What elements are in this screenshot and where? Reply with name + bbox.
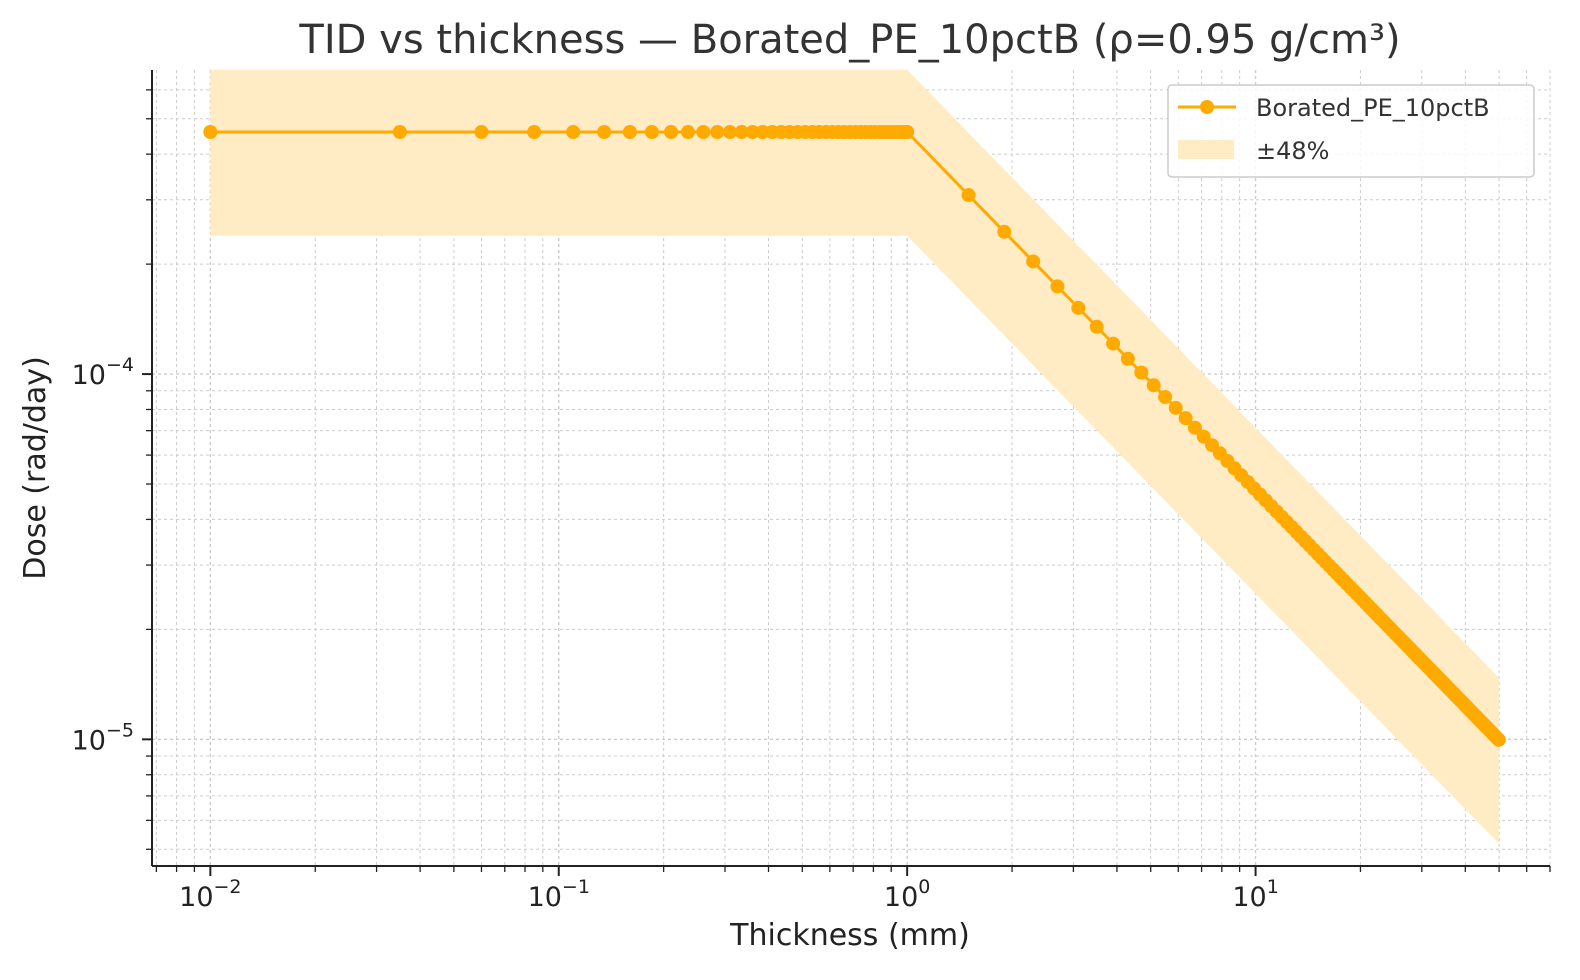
data-point [597, 125, 612, 139]
data-point [1491, 732, 1506, 747]
legend-frame [1167, 84, 1535, 178]
data-point [1071, 300, 1086, 315]
y-tick-label: 10−4 [72, 354, 134, 391]
ticks: 10−2 10−1 100 101 10−4 10−5 [72, 89, 1551, 913]
data-point [696, 125, 711, 139]
y-tick-label: 10−5 [72, 719, 134, 756]
data-point [1089, 319, 1104, 334]
data-point [1106, 336, 1121, 351]
data-point [1187, 420, 1202, 435]
x-axis-label: Thickness (mm) [729, 918, 970, 953]
legend-band-swatch [1178, 140, 1234, 159]
data-point [622, 125, 637, 139]
data-point [474, 125, 489, 139]
uncertainty-band [210, 69, 1499, 844]
legend: Borated_PE_10pctB ±48% [1167, 84, 1535, 178]
y-axis-label: Dose (rad/day) [18, 356, 53, 580]
data-point [722, 125, 737, 139]
series-borated-pe [203, 125, 1506, 747]
data-point [1158, 390, 1173, 405]
data-point [527, 125, 542, 139]
data-point [745, 125, 760, 139]
x-tick-label: 10−2 [179, 876, 241, 913]
data-point [1168, 400, 1183, 415]
data-point [961, 188, 976, 203]
data-point [1050, 279, 1065, 294]
data-point [997, 224, 1012, 239]
legend-band-label: ±48% [1256, 137, 1329, 165]
data-point [392, 125, 407, 139]
data-point [1146, 378, 1161, 393]
data-point [710, 125, 725, 139]
data-point [681, 125, 696, 139]
uncertainty-band-area [210, 69, 1499, 844]
axes [151, 70, 1550, 867]
data-point [566, 125, 581, 139]
legend-marker-swatch [1200, 100, 1214, 114]
x-tick-label: 100 [884, 876, 930, 913]
x-tick-label: 10−1 [528, 876, 590, 913]
data-point [1026, 254, 1041, 269]
data-point [1134, 365, 1149, 380]
chart-title: TID vs thickness — Borated_PE_10pctB (ρ=… [298, 17, 1400, 63]
data-point [664, 125, 679, 139]
data-point [644, 125, 659, 139]
legend-series-label: Borated_PE_10pctB [1256, 94, 1490, 122]
data-point [203, 125, 218, 139]
x-tick-label: 101 [1232, 876, 1278, 913]
data-point [1178, 411, 1193, 426]
data-point [1120, 351, 1135, 366]
data-point [900, 125, 915, 139]
data-point [734, 125, 749, 139]
